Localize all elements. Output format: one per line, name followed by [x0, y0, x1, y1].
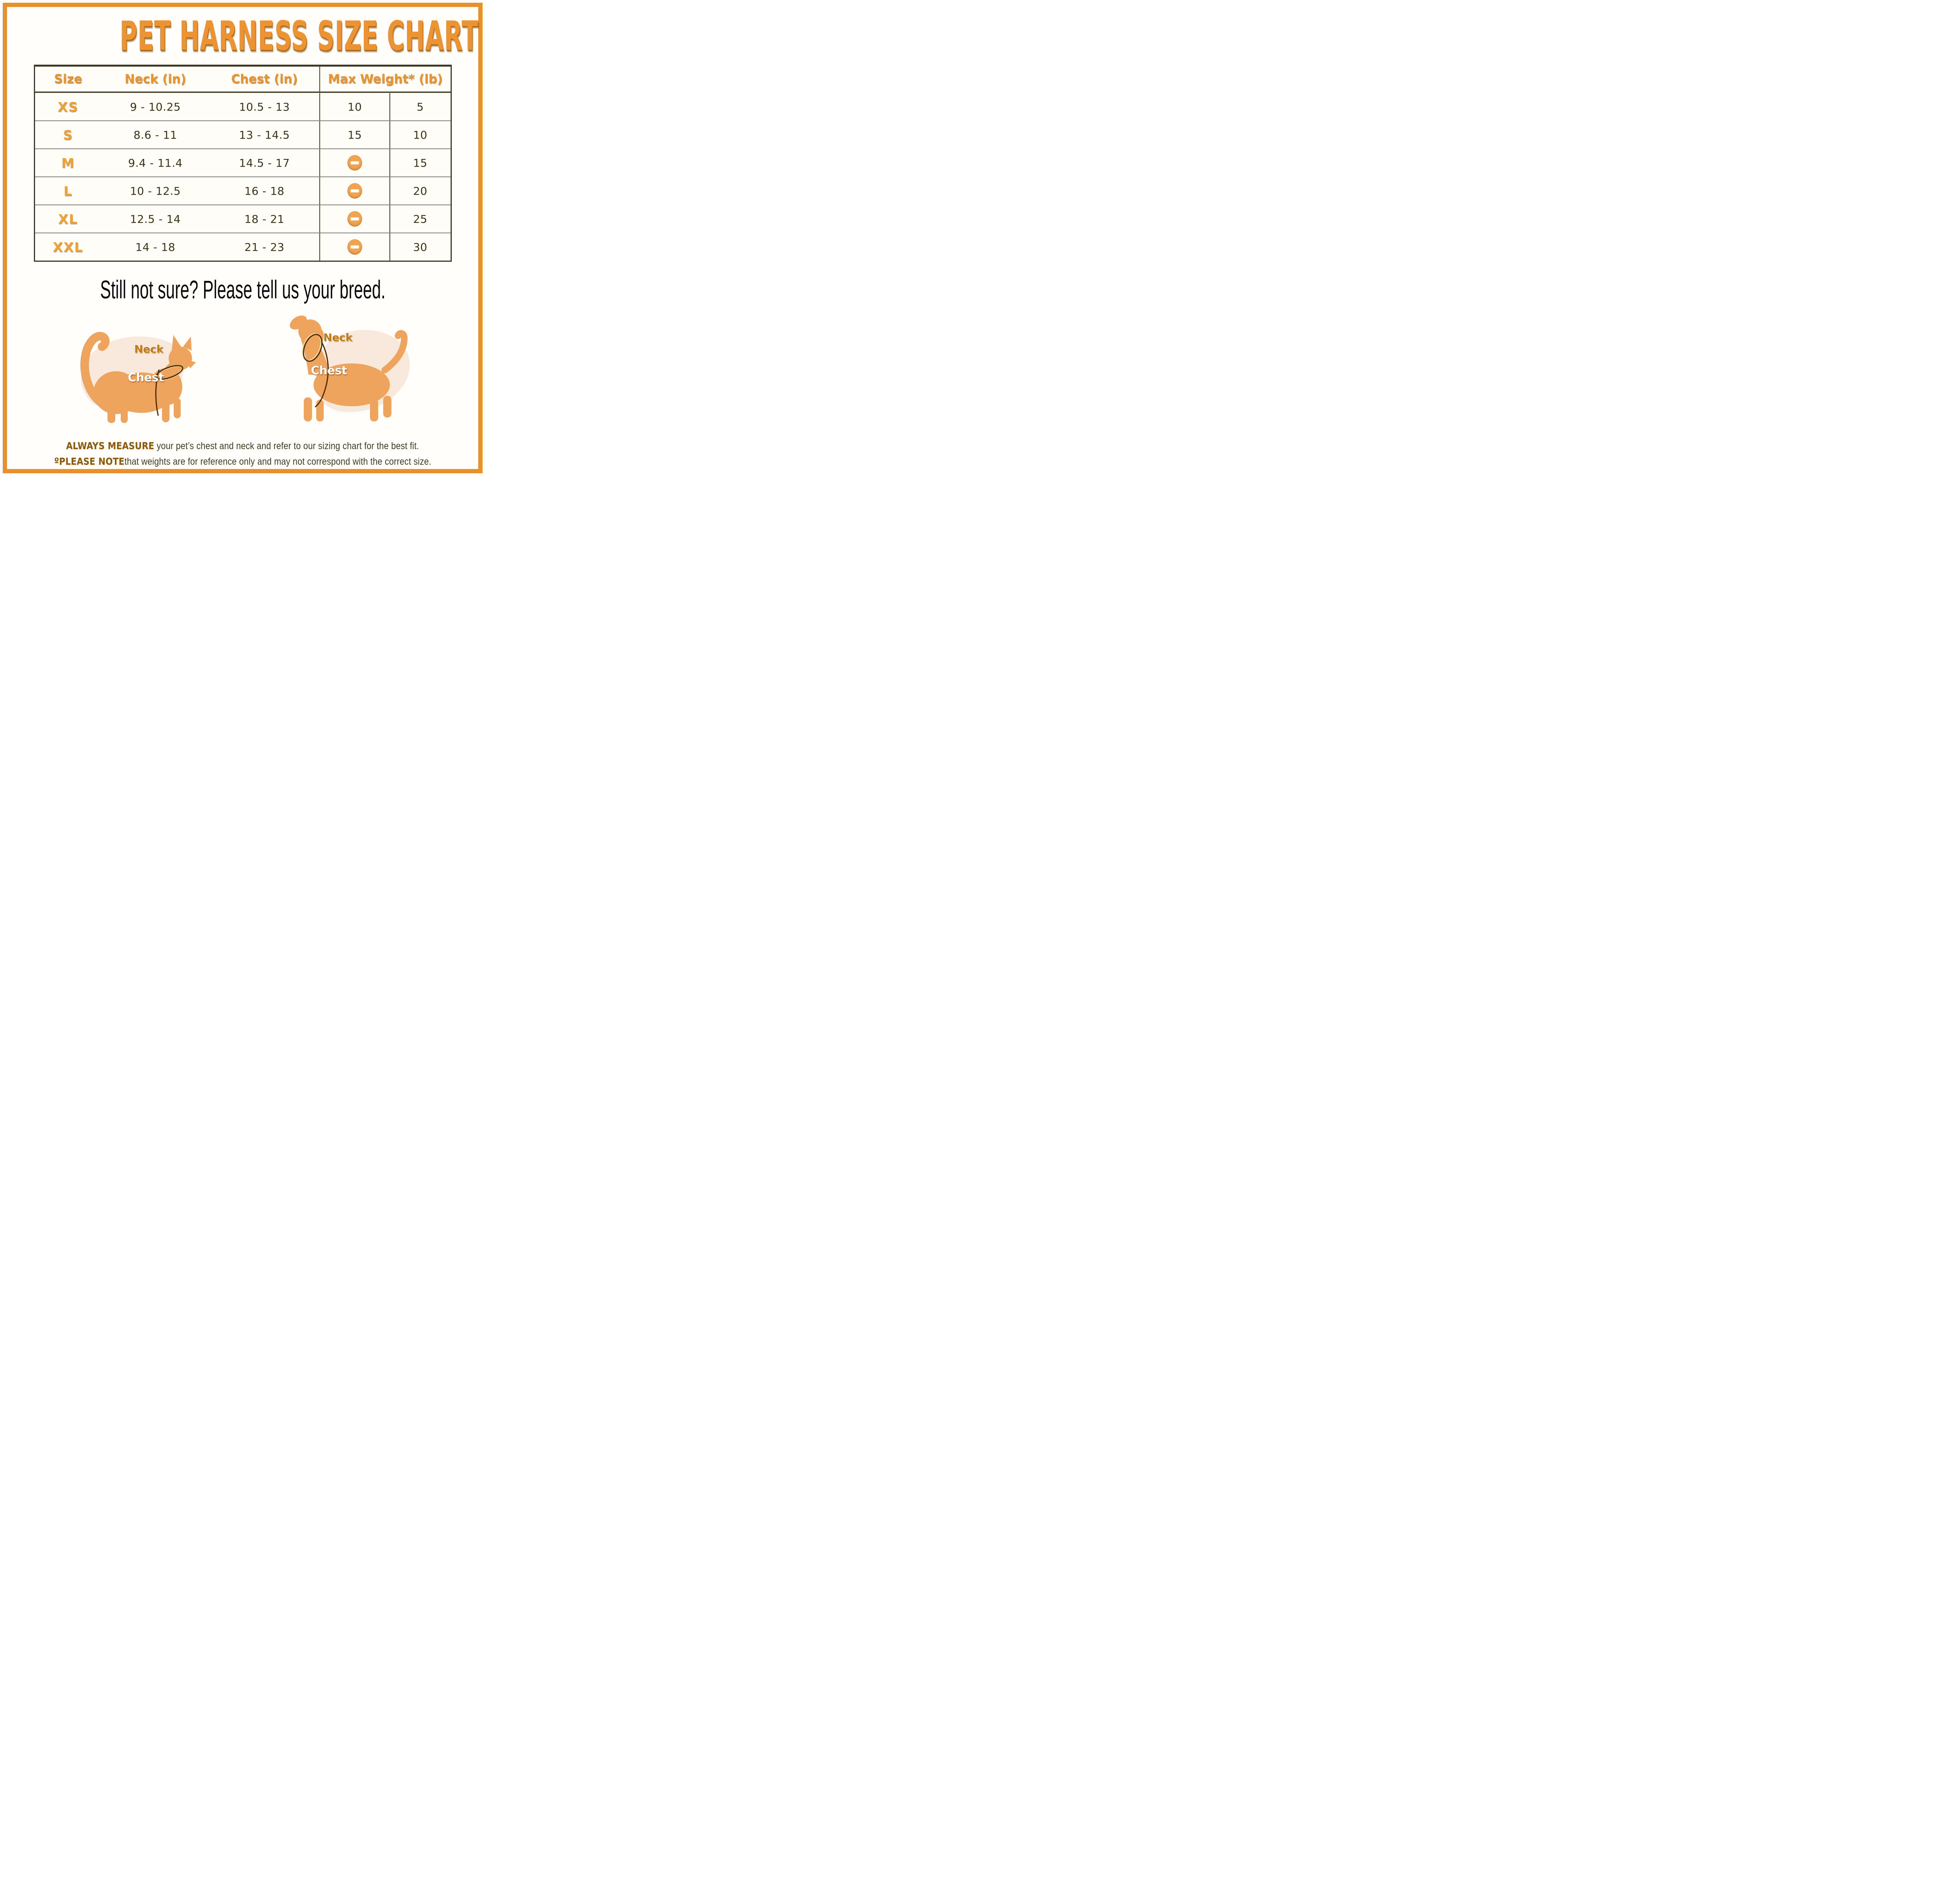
dog-harness-lines — [302, 333, 329, 407]
header-chest: Chest (in) — [231, 72, 298, 86]
page-title-text: PET HARNESS SIZE CHART — [120, 13, 479, 60]
size-cell: XL — [58, 211, 78, 227]
table-row: XS 9 - 10.25 10.5 - 13 10 5 — [35, 93, 451, 120]
table-row: M 9.4 - 11.4 14.5 - 17 15 — [35, 148, 451, 176]
dog-weight-cell: 30 — [389, 233, 451, 261]
minus-bar — [351, 245, 359, 249]
size-cell: XXL — [53, 239, 83, 255]
footer-note-bold: ºPLEASE NOTE — [54, 456, 125, 467]
chest-cell: 14.5 - 17 — [239, 156, 290, 169]
cat-neck-label: Neck — [134, 343, 164, 356]
size-chart-table: Size Neck (in) Chest (in) Max Weight* (l… — [33, 65, 452, 262]
dog-diagram: Neck Chest — [276, 311, 424, 428]
minus-bar — [351, 217, 359, 220]
chest-cell: 21 - 23 — [244, 240, 285, 254]
measurement-diagrams: Neck Chest — [0, 311, 485, 428]
cat-weight-cell — [319, 177, 389, 205]
header-neck: Neck (in) — [125, 72, 186, 86]
footer-measure-bold: ALWAYS MEASURE — [66, 440, 155, 451]
cat-weight-cell: 15 — [319, 121, 389, 148]
table-row: XL 12.5 - 14 18 - 21 25 — [35, 205, 451, 233]
dog-weight-cell: 25 — [389, 205, 451, 233]
minus-icon — [347, 183, 362, 199]
header-max-weight: Max Weight* (lb) — [319, 67, 450, 92]
cat-weight-cell: 10 — [319, 93, 389, 120]
table-header-row: Size Neck (in) Chest (in) Max Weight* (l… — [35, 67, 451, 93]
dog-silhouette-graphic — [290, 316, 410, 421]
dog-weight-cell: 20 — [389, 177, 451, 205]
neck-cell: 8.6 - 11 — [133, 128, 177, 141]
cat-diagram: Neck Chest — [62, 311, 210, 428]
footer-line-note: ºPLEASE NOTEthat weights are for referen… — [0, 456, 485, 467]
chest-cell: 13 - 14.5 — [239, 128, 290, 141]
breed-prompt: Still not sure? Please tell us your bree… — [0, 275, 485, 304]
poster-content: PET HARNESS SIZE CHART Size Neck (in) Ch… — [0, 0, 485, 467]
neck-cell: 9.4 - 11.4 — [128, 156, 183, 169]
cat-weight-cell — [319, 149, 389, 176]
chest-cell: 18 - 21 — [244, 212, 285, 226]
cat-weight-cell — [319, 233, 389, 261]
minus-bar — [351, 189, 359, 192]
dog-weight-cell: 5 — [389, 93, 451, 120]
footer-notes: ALWAYS MEASURE your pet’s chest and neck… — [0, 440, 485, 467]
cat-weight-cell — [319, 205, 389, 233]
table-row: XXL 14 - 18 21 - 23 30 — [35, 233, 451, 261]
size-cell: S — [63, 127, 73, 143]
cat-harness-lines — [155, 365, 184, 416]
cat-silhouette-graphic — [80, 332, 196, 423]
footer-line-measure: ALWAYS MEASURE your pet’s chest and neck… — [0, 440, 485, 452]
dog-chest-label: Chest — [311, 364, 347, 377]
page-title: PET HARNESS SIZE CHART — [0, 13, 485, 59]
neck-cell: 12.5 - 14 — [130, 212, 181, 226]
dog-weight-cell: 10 — [389, 121, 451, 148]
dog-weight-cell: 15 — [389, 149, 451, 176]
breed-prompt-text: Still not sure? Please tell us your bree… — [100, 275, 386, 304]
header-size: Size — [54, 72, 82, 86]
footer-measure-text: your pet’s chest and neck and refer to o… — [154, 441, 419, 451]
size-cell: XS — [58, 99, 79, 115]
minus-icon — [347, 239, 362, 255]
table-body: XS 9 - 10.25 10.5 - 13 10 5 S 8.6 - 11 1… — [35, 93, 451, 261]
footer-note-text: that weights are for reference only and … — [124, 456, 432, 467]
neck-cell: 10 - 12.5 — [130, 184, 181, 197]
chest-cell: 16 - 18 — [244, 184, 285, 197]
cat-chest-label: Chest — [128, 371, 164, 384]
table-row: S 8.6 - 11 13 - 14.5 15 10 — [35, 120, 451, 148]
size-cell: M — [61, 155, 75, 171]
pet-harness-size-chart-poster: PET HARNESS SIZE CHART Size Neck (in) Ch… — [0, 0, 485, 476]
neck-cell: 14 - 18 — [135, 240, 176, 254]
minus-icon — [347, 211, 362, 227]
size-cell: L — [63, 183, 73, 199]
table-row: L 10 - 12.5 16 - 18 20 — [35, 176, 451, 205]
minus-icon — [347, 155, 362, 171]
chest-cell: 10.5 - 13 — [239, 100, 290, 113]
dog-neck-label: Neck — [323, 331, 353, 344]
neck-cell: 9 - 10.25 — [130, 100, 181, 113]
minus-bar — [351, 161, 359, 164]
